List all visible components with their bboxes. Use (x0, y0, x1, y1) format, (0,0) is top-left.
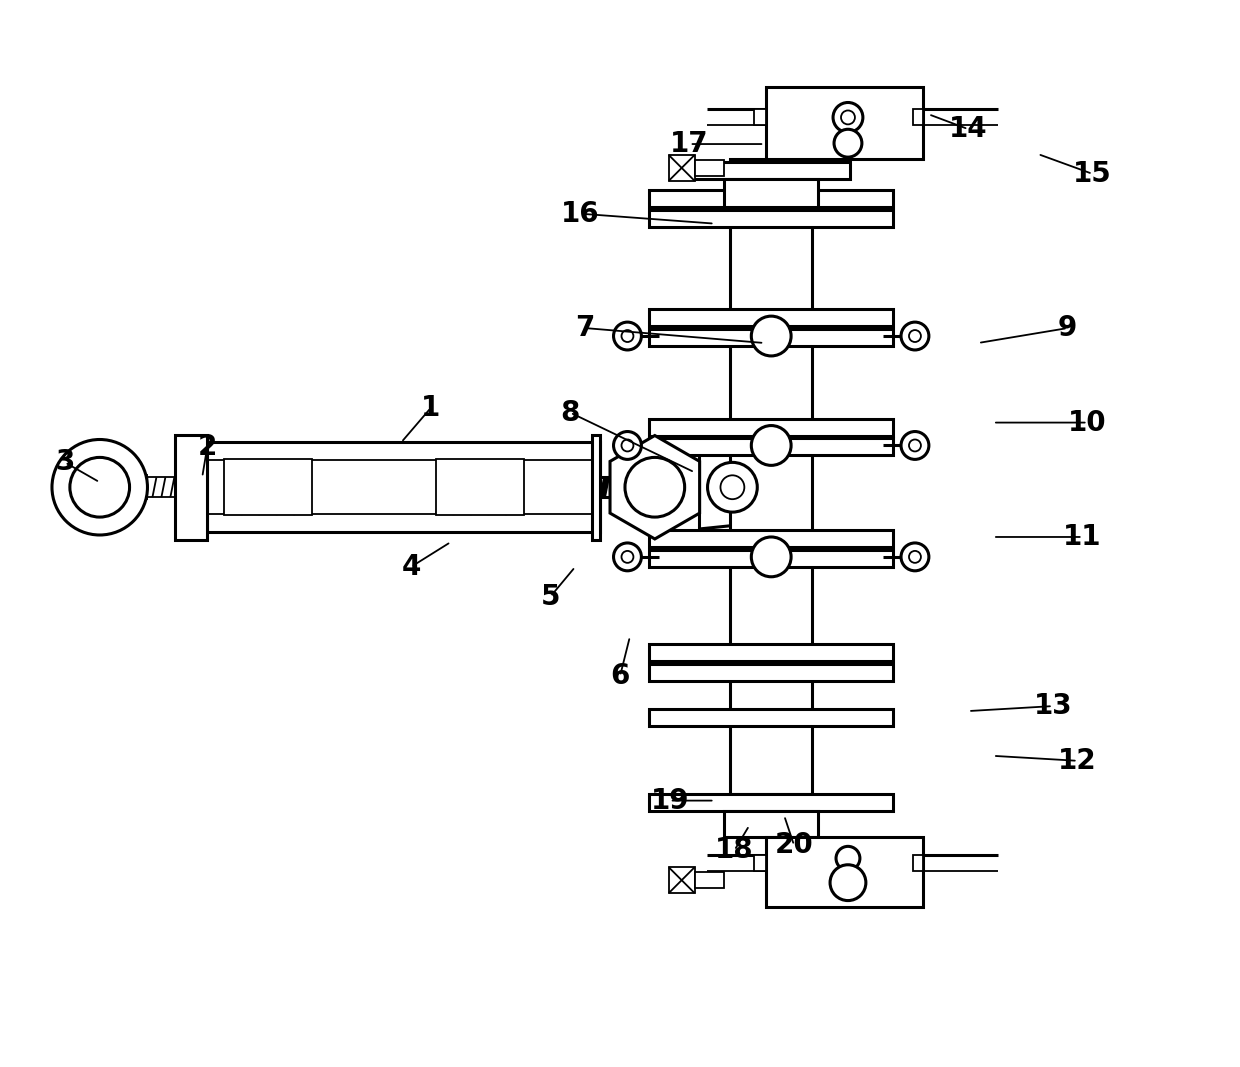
Bar (668, 155, 694, 180)
Bar (724, 179, 818, 207)
Circle shape (751, 426, 791, 465)
Circle shape (830, 864, 866, 901)
Text: 2: 2 (197, 433, 217, 461)
Bar (650, 794, 893, 811)
Bar (693, 162, 849, 179)
Text: 20: 20 (775, 831, 813, 859)
Bar (754, 855, 766, 871)
Circle shape (909, 440, 921, 451)
Text: 15: 15 (1073, 160, 1112, 188)
Circle shape (614, 431, 641, 460)
Bar (668, 867, 694, 893)
Bar (694, 160, 724, 176)
Bar (724, 811, 818, 838)
Text: 12: 12 (1058, 747, 1097, 775)
Bar (650, 309, 893, 327)
Circle shape (720, 475, 744, 499)
Bar (436, 460, 523, 515)
Text: 5: 5 (541, 583, 560, 610)
Circle shape (751, 316, 791, 356)
Text: 16: 16 (560, 200, 599, 227)
Bar (650, 439, 893, 456)
Bar (593, 434, 600, 540)
Circle shape (901, 322, 929, 350)
Bar (224, 460, 311, 515)
Polygon shape (610, 435, 699, 539)
Text: 13: 13 (1033, 692, 1073, 720)
Bar (694, 873, 724, 888)
Circle shape (621, 330, 634, 343)
Bar (207, 443, 600, 532)
Circle shape (833, 102, 863, 132)
Bar (766, 87, 924, 159)
Bar (766, 838, 924, 907)
Text: 17: 17 (671, 130, 709, 158)
Text: 7: 7 (575, 314, 595, 343)
Text: 9: 9 (1058, 314, 1078, 343)
Bar (914, 855, 924, 871)
Circle shape (708, 462, 758, 512)
Bar (650, 710, 893, 726)
Text: 1: 1 (422, 394, 440, 421)
Circle shape (841, 111, 854, 125)
Circle shape (751, 537, 791, 577)
Circle shape (835, 129, 862, 157)
Bar (730, 159, 812, 794)
Bar (754, 109, 766, 125)
Text: 19: 19 (651, 786, 689, 814)
Bar (650, 418, 893, 435)
Text: 14: 14 (949, 115, 987, 143)
Bar (650, 665, 893, 681)
Circle shape (901, 431, 929, 460)
Text: 11: 11 (1064, 523, 1102, 551)
Circle shape (52, 440, 148, 535)
Circle shape (69, 458, 129, 517)
Text: 8: 8 (560, 399, 580, 427)
Bar (650, 550, 893, 567)
Bar (175, 434, 207, 540)
Bar (650, 329, 893, 346)
Circle shape (625, 458, 684, 517)
Circle shape (621, 440, 634, 451)
Circle shape (909, 551, 921, 563)
Circle shape (836, 846, 859, 871)
Bar (650, 644, 893, 662)
Circle shape (614, 543, 641, 571)
Circle shape (901, 543, 929, 571)
Bar (650, 530, 893, 547)
Bar (650, 210, 893, 226)
Text: 18: 18 (715, 837, 754, 864)
Circle shape (621, 551, 634, 563)
Circle shape (614, 322, 641, 350)
Bar (650, 190, 893, 207)
Circle shape (909, 330, 921, 343)
Bar (914, 109, 924, 125)
Text: 3: 3 (56, 448, 74, 476)
Text: 6: 6 (610, 663, 630, 690)
Text: 4: 4 (402, 553, 420, 580)
Text: 10: 10 (1068, 409, 1107, 436)
